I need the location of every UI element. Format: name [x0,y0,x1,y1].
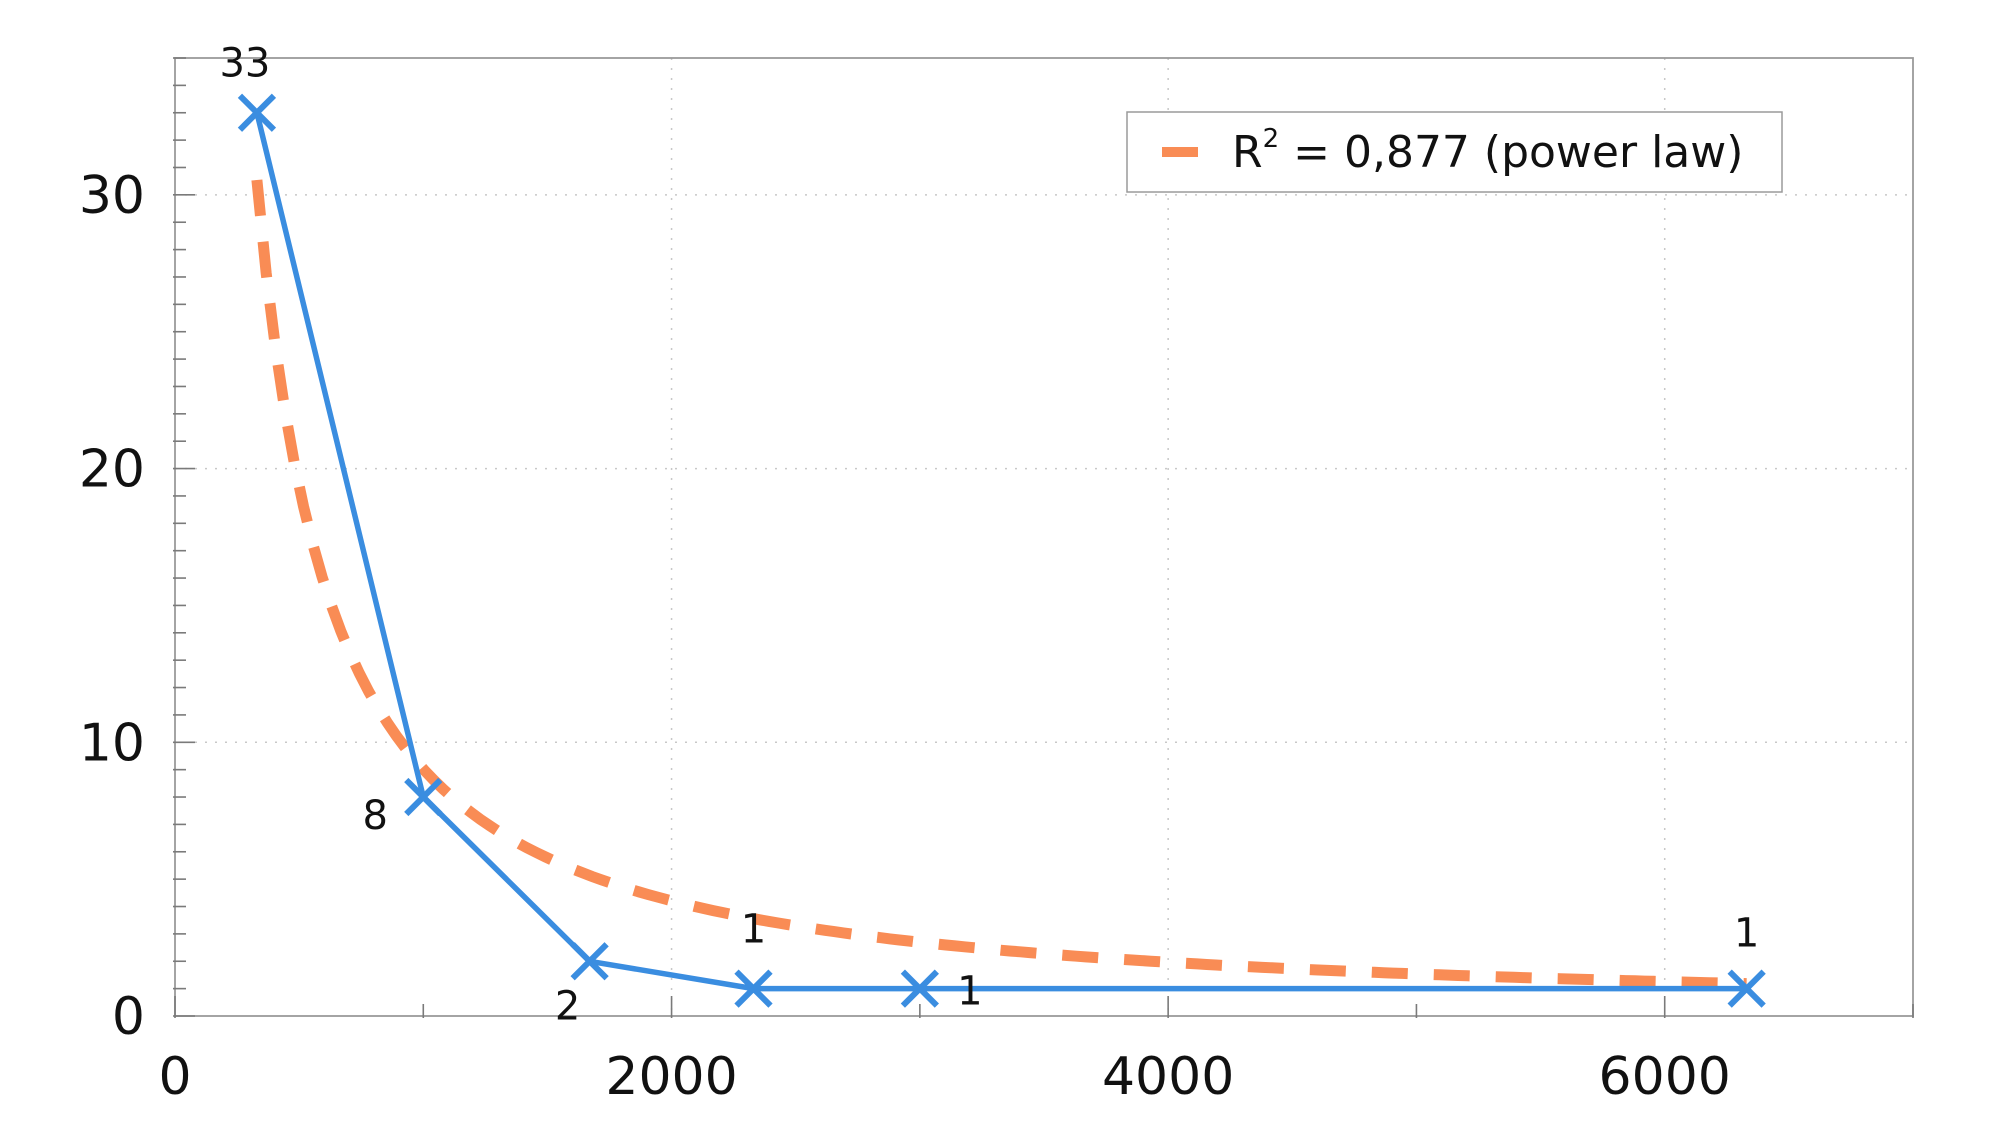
legend-box [1126,111,1783,193]
y-tick-label: 20 [79,440,145,500]
data-label: 33 [219,41,270,87]
data-point-marker [734,969,773,1008]
data-label: 1 [741,907,766,953]
marker-stroke [237,93,277,132]
legend: R2 = 0,877 (power law) [1126,111,1783,193]
grid [175,58,1913,1016]
data-point-marker [1727,969,1766,1008]
marker-stroke [404,777,443,817]
data-label: 1 [957,969,982,1015]
y-tick-label: 10 [79,713,145,773]
x-tick-label: 6000 [1599,1047,1731,1107]
fit-curve [251,179,1747,990]
data-labels: 33 8 2 1 1 1 [219,41,1759,1030]
x-tick-label: 0 [158,1047,191,1107]
series-line [254,112,1747,992]
axes [174,57,1914,1017]
ticks: 0 10 20 30 0 2000 4000 6000 [79,57,1914,1107]
y-tick-label: 30 [79,166,145,226]
data-label: 1 [1734,911,1759,957]
legend-entry-suffix: = 0,877 (power law) [1279,127,1743,178]
marker-stroke [570,942,609,981]
data-point-marker [900,969,939,1008]
data-point-marker [237,93,277,132]
data-point-marker [570,942,609,981]
data-label: 2 [555,983,580,1029]
marker-stroke [734,969,773,1008]
legend-entry-fit: R2 = 0,877 (power law) [1232,124,1743,178]
y-tick-label: 0 [112,987,145,1047]
data-series [237,93,1766,1008]
x-tick-label: 4000 [1102,1047,1234,1107]
marker-stroke [1727,969,1766,1008]
data-point-marker [404,777,443,817]
legend-entry-prefix: R [1232,127,1263,178]
data-label: 8 [363,793,388,839]
legend-entry-superscript: 2 [1263,124,1280,154]
marker-stroke [900,969,939,1008]
plot-frame [174,57,1914,1017]
x-tick-label: 2000 [605,1047,737,1107]
fit-series [251,179,1747,990]
